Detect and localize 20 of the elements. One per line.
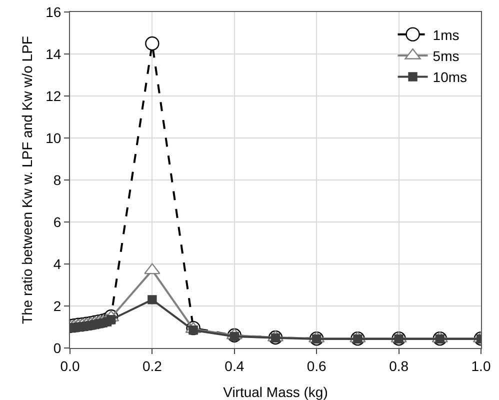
x-tick-label: 0.4 (224, 358, 244, 374)
y-axis-title: The ratio between Kw w. LPF and Kw w/o LPF (19, 36, 35, 324)
y-tick-label: 2 (53, 298, 62, 314)
y-tick-label: 4 (53, 256, 62, 272)
y-tick-label: 12 (46, 88, 62, 104)
y-tick-label: 14 (46, 46, 62, 62)
legend-label: 10ms (432, 69, 468, 86)
x-tick-label: 0.2 (142, 358, 162, 374)
y-tick-label: 0 (53, 340, 62, 356)
x-tick-label: 1.0 (471, 358, 491, 374)
x-axis-title: Virtual Mass (kg) (223, 384, 328, 400)
y-tick-label: 8 (53, 172, 62, 188)
legend-label: 1ms (432, 26, 460, 43)
y-tick-label: 10 (46, 130, 62, 146)
x-tick-label: 0.6 (306, 358, 327, 374)
y-tick-label: 6 (53, 214, 62, 230)
x-tick-label: 0.8 (389, 358, 409, 374)
x-tick-label: 0.0 (60, 358, 80, 374)
legend-label: 5ms (432, 48, 460, 64)
y-tick-label: 16 (46, 4, 62, 20)
